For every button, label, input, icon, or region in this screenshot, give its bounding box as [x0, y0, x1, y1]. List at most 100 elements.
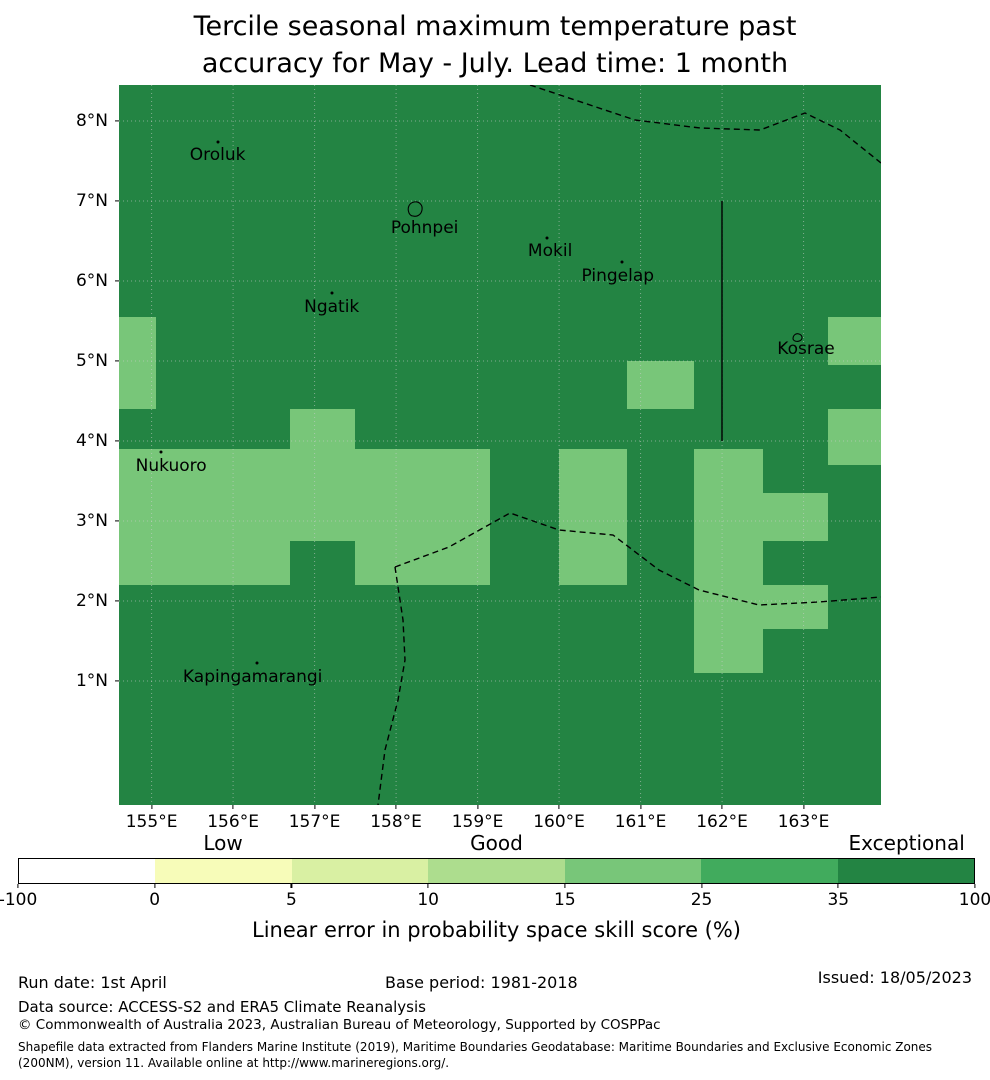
x-tick-label: 158°E: [370, 812, 422, 832]
colorbar-tick-mark: [17, 884, 19, 888]
colorbar-tick-label: -100: [0, 890, 38, 910]
y-tick-mark: [115, 600, 119, 602]
x-tick-mark: [151, 805, 153, 809]
x-tick-mark: [232, 805, 234, 809]
island-marker-nukuoro: [159, 450, 163, 454]
x-tick-mark: [802, 805, 805, 809]
colorbar-bar: [18, 858, 975, 884]
x-tick-label: 162°E: [696, 812, 748, 832]
colorbar-tick-label: 5: [286, 890, 297, 910]
pohnpei-island-outline: [407, 201, 423, 217]
colorbar-tick-mark: [290, 884, 293, 888]
eez-boundary-north: [529, 85, 881, 164]
island-marker-oroluk: [216, 140, 220, 144]
y-tick-mark: [115, 200, 119, 202]
colorbar: Low Good Exceptional -100 0 5 10 15 25 35 100: [0, 830, 990, 922]
x-tick-mark: [395, 805, 397, 809]
x-tick-mark: [721, 805, 723, 809]
issued-date-text: Issued: 18/05/2023: [817, 968, 972, 987]
y-tick-mark: [115, 280, 119, 282]
skill-patch: [355, 541, 490, 585]
colorbar-tick-label: 0: [149, 890, 161, 910]
x-tick-label: 156°E: [207, 812, 259, 832]
x-tick-mark: [639, 805, 642, 809]
colorbar-tick-label: 100: [958, 890, 990, 910]
skill-patch: [762, 585, 829, 629]
map-plot: Oroluk Pohnpei Mokil Pingelap Ngatik Kosrae Nu…: [119, 85, 881, 805]
skill-patch: [828, 317, 881, 365]
eez-boundary-southwest: [377, 566, 406, 805]
island-label-pohnpei: Pohnpei: [390, 218, 459, 239]
island-marker-ngatik: [330, 291, 334, 295]
island-label-kosrae: Kosrae: [777, 339, 835, 359]
island-marker-kapingamarangi: [255, 661, 259, 665]
y-tick-label: 4°N: [75, 431, 108, 451]
skill-patch: [762, 493, 829, 541]
y-tick-label: 3°N: [75, 511, 108, 531]
y-tick-label: 6°N: [75, 271, 108, 291]
y-tick-label: 5°N: [75, 351, 108, 371]
skill-patch: [119, 541, 291, 585]
colorbar-segment: [564, 859, 702, 883]
y-tick-mark: [115, 440, 119, 442]
x-tick-mark: [558, 805, 560, 809]
x-tick-label: 161°E: [614, 812, 667, 832]
colorbar-segment: [155, 859, 292, 883]
colorbar-category-label: Low: [203, 831, 243, 855]
gridlines: [119, 85, 881, 805]
x-tick-label: 160°E: [533, 812, 585, 832]
y-tick-label: 1°N: [75, 671, 108, 691]
shapefile-attribution-line-2: (200NM), version 11. Available online at…: [18, 1056, 450, 1070]
y-tick-mark: [115, 520, 119, 522]
x-tick-label: 159°E: [451, 812, 504, 832]
x-axis: 155°E 156°E 157°E 158°E 159°E 160°E 161°E 162°E…: [119, 805, 881, 837]
colorbar-tick-mark: [837, 884, 839, 888]
colorbar-tick-label: 35: [827, 890, 850, 910]
skill-patch: [559, 449, 627, 585]
island-label-pingelap: Pingelap: [581, 266, 655, 287]
colorbar-category-label: Exceptional: [848, 831, 965, 855]
chart-title: Tercile seasonal maximum temperature pas…: [0, 8, 990, 83]
colorbar-segment: [428, 859, 565, 883]
island-label-oroluk: Oroluk: [189, 145, 246, 166]
y-tick-mark: [115, 120, 119, 122]
y-tick-label: 7°N: [75, 191, 108, 211]
colorbar-tick-label: 15: [554, 890, 576, 910]
colorbar-segment: [19, 859, 156, 883]
colorbar-ticks: -100 0 5 10 15 25 35 100: [0, 884, 990, 918]
y-tick-mark: [115, 680, 119, 682]
colorbar-category-label: Good: [470, 831, 523, 855]
island-label-nukuoro: Nukuoro: [135, 455, 207, 476]
colorbar-axis-label: Linear error in probability space skill …: [252, 918, 741, 942]
data-source-text: Data source: ACCESS-S2 and ERA5 Climate …: [18, 998, 426, 1016]
colorbar-segment: [701, 859, 838, 883]
colorbar-tick-mark: [154, 884, 156, 888]
colorbar-segment: [837, 859, 974, 883]
x-tick-mark: [476, 805, 479, 809]
colorbar-segment: [291, 859, 429, 883]
skill-patch: [626, 361, 694, 409]
colorbar-tick-mark: [974, 884, 976, 888]
skill-patch: [693, 449, 763, 673]
x-tick-mark: [313, 805, 316, 809]
skill-patch: [828, 409, 881, 465]
colorbar-tick-label: 10: [417, 890, 439, 910]
skill-patch: [290, 409, 356, 449]
skill-patch: [119, 317, 156, 409]
copyright-text: © Commonwealth of Australia 2023, Austra…: [18, 1017, 661, 1033]
y-axis: 8°N 7°N 6°N 5°N 4°N 3°N 2°N 1°N: [0, 85, 119, 805]
x-tick-label: 155°E: [125, 812, 178, 832]
island-label-kapingamarangi: Kapingamarangi: [182, 667, 323, 687]
island-marker-pingelap: [620, 260, 624, 264]
colorbar-tick-mark: [564, 884, 566, 888]
map-overlay: [119, 85, 881, 805]
colorbar-tick-mark: [700, 884, 703, 888]
chart-title-line-2: accuracy for May - July. Lead time: 1 mo…: [201, 48, 789, 80]
shapefile-attribution-line-1: Shapefile data extracted from Flanders M…: [18, 1040, 933, 1054]
island-label-mokil: Mokil: [527, 240, 573, 261]
colorbar-category-labels: Low Good Exceptional: [18, 830, 975, 856]
y-tick-mark: [115, 360, 119, 362]
x-tick-label: 157°E: [288, 812, 341, 832]
colorbar-tick-mark: [427, 884, 429, 888]
